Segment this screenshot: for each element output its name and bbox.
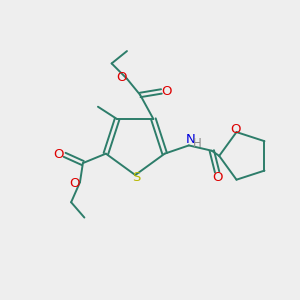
Text: O: O bbox=[53, 148, 64, 161]
Text: O: O bbox=[161, 85, 172, 98]
Text: S: S bbox=[132, 171, 140, 184]
Text: O: O bbox=[230, 123, 240, 136]
Text: O: O bbox=[212, 171, 222, 184]
Text: N: N bbox=[186, 133, 196, 146]
Text: O: O bbox=[69, 177, 79, 190]
Text: H: H bbox=[193, 136, 201, 150]
Text: O: O bbox=[116, 71, 126, 84]
